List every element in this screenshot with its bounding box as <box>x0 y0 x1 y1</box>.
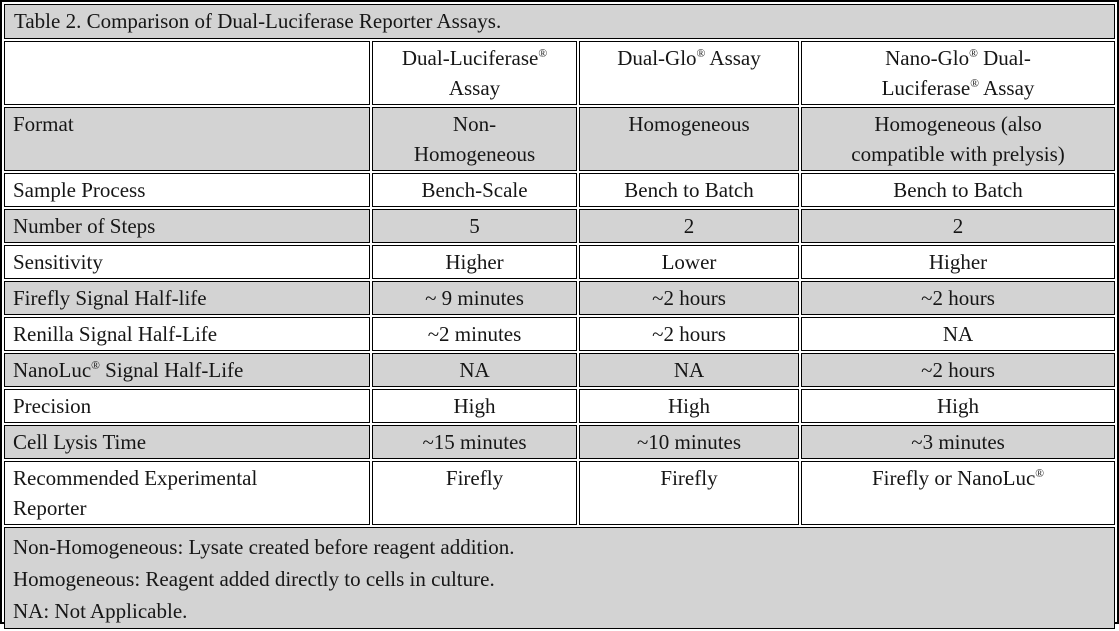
cell-value: High <box>372 389 577 423</box>
footnote-line: NA: Not Applicable. <box>13 599 188 623</box>
row-label: Precision <box>4 389 370 423</box>
footnotes-row: Non-Homogeneous: Lysate created before r… <box>4 527 1116 629</box>
row-format: Format Non- Homogeneous Homogeneous Homo… <box>4 107 1116 171</box>
cell-value: Non- Homogeneous <box>372 107 577 171</box>
row-recommended-experimental-reporter: Recommended Experimental Reporter Firefl… <box>4 461 1116 525</box>
cell-value: Bench-Scale <box>372 173 577 207</box>
cell-value: 5 <box>372 209 577 243</box>
cell-value: NA <box>579 353 799 387</box>
cell-value: High <box>801 389 1116 423</box>
row-label: NanoLuc® Signal Half-Life <box>4 353 370 387</box>
row-sample-process: Sample Process Bench-Scale Bench to Batc… <box>4 173 1116 207</box>
cell-value: ~2 hours <box>579 281 799 315</box>
cell-value: High <box>579 389 799 423</box>
cell-value: ~2 minutes <box>372 317 577 351</box>
row-renilla-signal-half-life: Renilla Signal Half-Life ~2 minutes ~2 h… <box>4 317 1116 351</box>
row-cell-lysis-time: Cell Lysis Time ~15 minutes ~10 minutes … <box>4 425 1116 459</box>
footnote-line: Non-Homogeneous: Lysate created before r… <box>13 535 515 559</box>
row-label: Cell Lysis Time <box>4 425 370 459</box>
row-firefly-signal-half-life: Firefly Signal Half-life ~ 9 minutes ~2 … <box>4 281 1116 315</box>
cell-value: Homogeneous (also compatible with prelys… <box>801 107 1116 171</box>
cell-value: Higher <box>372 245 577 279</box>
table-title: Table 2. Comparison of Dual-Luciferase R… <box>4 4 1116 39</box>
cell-value: ~2 hours <box>579 317 799 351</box>
cell-value: 2 <box>801 209 1116 243</box>
row-label: Format <box>4 107 370 171</box>
cell-value: ~ 9 minutes <box>372 281 577 315</box>
cell-value: Bench to Batch <box>579 173 799 207</box>
column-header-nano-glo-dual-luciferase-assay: Nano-Glo® Dual- Luciferase® Assay <box>801 41 1116 105</box>
title-row: Table 2. Comparison of Dual-Luciferase R… <box>4 4 1116 39</box>
header-empty-cell <box>4 41 370 105</box>
cell-value: ~10 minutes <box>579 425 799 459</box>
cell-value: Homogeneous <box>579 107 799 171</box>
row-label: Sample Process <box>4 173 370 207</box>
cell-value: NA <box>801 317 1116 351</box>
cell-value: ~2 hours <box>801 353 1116 387</box>
cell-value: Firefly <box>579 461 799 525</box>
row-label: Renilla Signal Half-Life <box>4 317 370 351</box>
footnote-line: Homogeneous: Reagent added directly to c… <box>13 567 495 591</box>
row-precision: Precision High High High <box>4 389 1116 423</box>
row-label: Sensitivity <box>4 245 370 279</box>
row-label: Number of Steps <box>4 209 370 243</box>
row-sensitivity: Sensitivity Higher Lower Higher <box>4 245 1116 279</box>
cell-value: NA <box>372 353 577 387</box>
cell-value: Lower <box>579 245 799 279</box>
cell-value: Higher <box>801 245 1116 279</box>
column-header-dual-luciferase-assay: Dual-Luciferase® Assay <box>372 41 577 105</box>
cell-value: ~15 minutes <box>372 425 577 459</box>
row-label: Recommended Experimental Reporter <box>4 461 370 525</box>
header-row: Dual-Luciferase® Assay Dual-Glo® Assay N… <box>4 41 1116 105</box>
row-number-of-steps: Number of Steps 5 2 2 <box>4 209 1116 243</box>
row-nanoluc-signal-half-life: NanoLuc® Signal Half-Life NA NA ~2 hours <box>4 353 1116 387</box>
cell-value: 2 <box>579 209 799 243</box>
cell-value: Bench to Batch <box>801 173 1116 207</box>
column-header-dual-glo-assay: Dual-Glo® Assay <box>579 41 799 105</box>
cell-value: ~2 hours <box>801 281 1116 315</box>
cell-value: Firefly <box>372 461 577 525</box>
row-label: Firefly Signal Half-life <box>4 281 370 315</box>
cell-value: ~3 minutes <box>801 425 1116 459</box>
cell-value: Firefly or NanoLuc® <box>801 461 1116 525</box>
footnotes-cell: Non-Homogeneous: Lysate created before r… <box>4 527 1116 629</box>
